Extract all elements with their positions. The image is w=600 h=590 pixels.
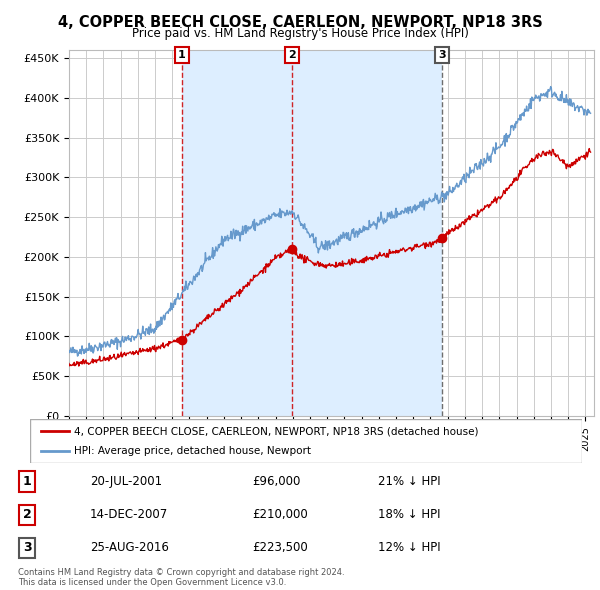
FancyBboxPatch shape [30, 419, 582, 463]
Text: £96,000: £96,000 [252, 475, 301, 489]
Text: Price paid vs. HM Land Registry's House Price Index (HPI): Price paid vs. HM Land Registry's House … [131, 27, 469, 40]
Text: 25-AUG-2016: 25-AUG-2016 [90, 541, 169, 555]
Text: 21% ↓ HPI: 21% ↓ HPI [378, 475, 440, 489]
Text: Contains HM Land Registry data © Crown copyright and database right 2024.
This d: Contains HM Land Registry data © Crown c… [18, 568, 344, 587]
Text: 3: 3 [438, 50, 445, 60]
Text: 4, COPPER BEECH CLOSE, CAERLEON, NEWPORT, NP18 3RS (detached house): 4, COPPER BEECH CLOSE, CAERLEON, NEWPORT… [74, 427, 479, 436]
Text: 2: 2 [23, 508, 31, 522]
Text: £210,000: £210,000 [252, 508, 308, 522]
Text: £223,500: £223,500 [252, 541, 308, 555]
Text: 14-DEC-2007: 14-DEC-2007 [90, 508, 168, 522]
Text: 1: 1 [23, 475, 31, 489]
Text: 1: 1 [178, 50, 185, 60]
Text: 20-JUL-2001: 20-JUL-2001 [90, 475, 162, 489]
Text: 3: 3 [23, 541, 31, 555]
Text: 4, COPPER BEECH CLOSE, CAERLEON, NEWPORT, NP18 3RS: 4, COPPER BEECH CLOSE, CAERLEON, NEWPORT… [58, 15, 542, 30]
Text: 18% ↓ HPI: 18% ↓ HPI [378, 508, 440, 522]
Text: 12% ↓ HPI: 12% ↓ HPI [378, 541, 440, 555]
Bar [182, 50, 442, 416]
Text: HPI: Average price, detached house, Newport: HPI: Average price, detached house, Newp… [74, 446, 311, 455]
Text: 2: 2 [288, 50, 296, 60]
